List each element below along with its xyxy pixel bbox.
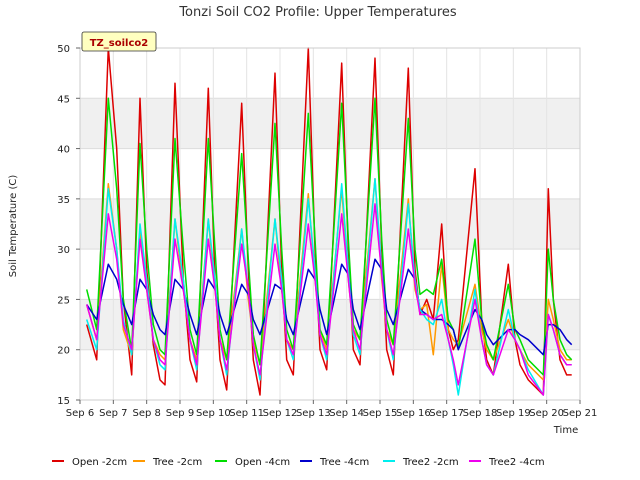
y-axis-label: Soil Temperature (C): [8, 175, 19, 278]
y-tick-label: 35: [57, 195, 70, 206]
y-tick-label: 45: [57, 94, 70, 105]
y-axis-ticks: 15 20 25 30 35 40 45 50: [57, 44, 80, 407]
y-tick-label: 20: [57, 346, 70, 357]
x-tick-label: Sep 9: [166, 408, 194, 419]
legend-label: Tree2 -2cm: [402, 457, 459, 468]
x-tick-label: Sep 7: [99, 408, 127, 419]
y-tick-label: 40: [57, 145, 70, 156]
x-tick-label: Sep 17: [429, 408, 464, 419]
badge-label: TZ_soilco2: [90, 38, 149, 49]
badge: TZ_soilco2: [81, 31, 157, 52]
y-tick-label: 15: [57, 396, 70, 407]
legend-label: Open -2cm: [72, 457, 127, 468]
x-tick-label: Sep 19: [496, 408, 531, 419]
x-tick-label: Sep 20: [529, 408, 564, 419]
x-tick-label: Sep 11: [229, 408, 264, 419]
x-tick-label: Sep 15: [363, 408, 398, 419]
shaded-bands: [80, 98, 580, 350]
chart-title: Tonzi Soil CO2 Profile: Upper Temperatur…: [178, 5, 457, 20]
series-line-tree-4cm: [86, 258, 573, 356]
y-tick-label: 25: [57, 295, 70, 306]
shaded-band-2: [80, 98, 580, 149]
x-tick-label: Sep 6: [66, 408, 94, 419]
legend-label: Tree -2cm: [152, 457, 202, 468]
y-tick-label: 50: [57, 44, 70, 55]
x-tick-label: Sep 12: [263, 408, 298, 419]
plot-area: [79, 47, 581, 401]
x-tick-label: Sep 10: [196, 408, 231, 419]
series-line-open-4cm: [85, 97, 573, 376]
legend-label: Tree2 -4cm: [488, 457, 545, 468]
x-tick-label: Sep 16: [396, 408, 431, 419]
badge-box: [81, 31, 157, 52]
legend-label: Tree -4cm: [319, 457, 369, 468]
x-axis-label: Time: [553, 425, 578, 436]
x-tick-label: Sep 21: [563, 408, 598, 419]
series-line-tree2-4cm: [85, 203, 572, 396]
shaded-band-1: [80, 198, 580, 250]
legend: Open -2cm Tree -2cm Open -4cm Tree -4cm Tree…: [52, 457, 545, 468]
series-lines: [85, 47, 573, 396]
plot-frame: [79, 47, 581, 401]
x-tick-label: Sep 18: [463, 408, 498, 419]
x-tick-label: Sep 8: [132, 408, 160, 419]
x-tick-label: Sep 14: [329, 408, 364, 419]
y-tick-label: 30: [57, 245, 70, 256]
x-tick-label: Sep 13: [296, 408, 331, 419]
legend-label: Open -4cm: [235, 457, 290, 468]
